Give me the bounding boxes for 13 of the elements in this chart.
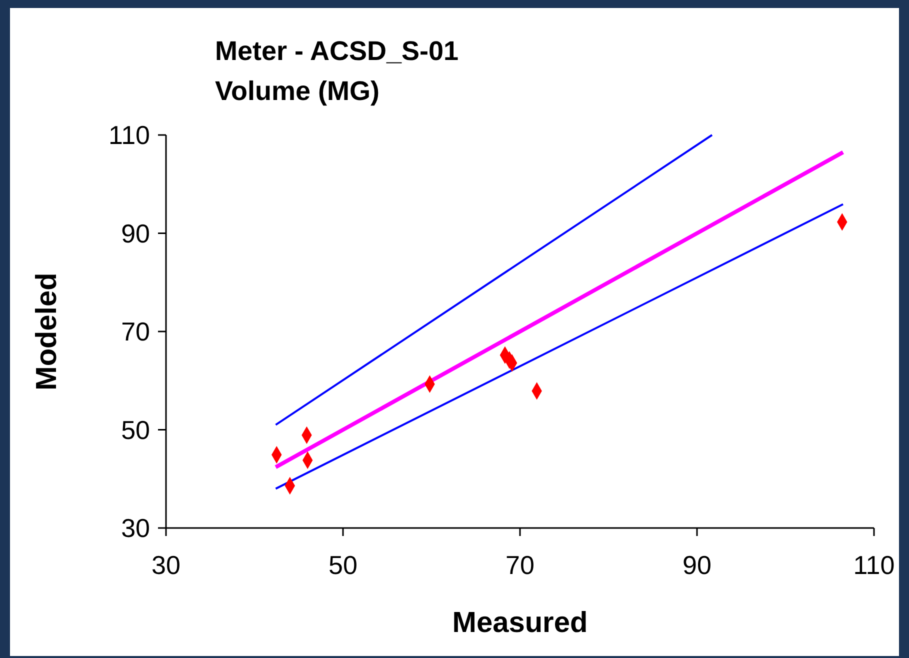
x-tick-label: 90 [682, 550, 712, 580]
x-tick-label: 70 [506, 550, 534, 580]
y-tick-label: 50 [121, 414, 150, 445]
x-tick-label: 50 [328, 550, 358, 580]
y-tick-label: 70 [121, 316, 150, 347]
x-axis-title: Measured [452, 607, 588, 639]
y-tick-label: 90 [121, 218, 150, 248]
y-tick-label: 30 [121, 513, 150, 544]
y-axis-title: Modeled [31, 272, 63, 390]
chart-title: Meter - ACSD_S-01 Volume (MG) [215, 36, 459, 106]
x-tick-label: 30 [152, 550, 180, 580]
y-tick-label: 110 [108, 120, 150, 150]
x-tick-label: 110 [853, 550, 895, 580]
